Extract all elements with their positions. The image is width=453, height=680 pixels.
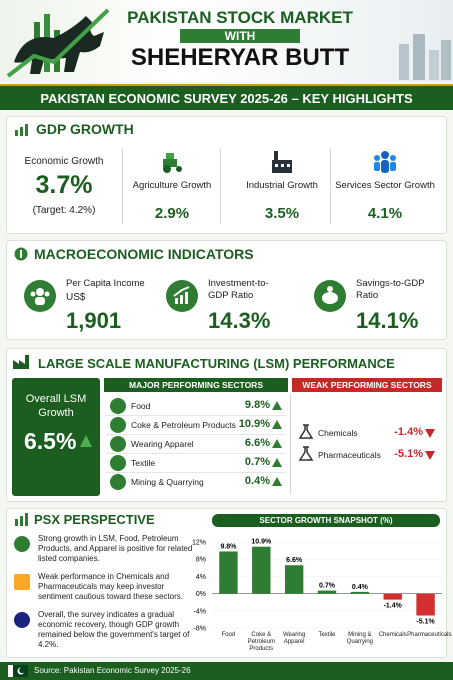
down-arrow (425, 429, 435, 438)
section-title: LARGE SCALE MANUFACTURING (LSM) PERFORMA… (38, 356, 395, 371)
gdp-main-value: 3.7% (35, 171, 93, 199)
weak-header: WEAK PERFORMING SECTORS (292, 378, 442, 392)
up-arrow (272, 477, 282, 486)
x-tick-label: Mining & Quarrying (346, 632, 374, 645)
sector-icon (110, 398, 126, 414)
flag-icon (8, 665, 28, 677)
factory-icon (13, 355, 29, 369)
psx-point: Overall, the survey indicates a gradual … (38, 610, 190, 649)
sector-value: 9.8% (244, 399, 270, 411)
section-title: GDP GROWTH (36, 121, 134, 137)
x-tick-label: Food (221, 632, 236, 638)
row-line (106, 472, 286, 473)
header-with: WITH (180, 29, 300, 43)
gdp-value: 2.9% (154, 205, 190, 222)
macro-label: Investment-to-GDP Ratio (208, 278, 269, 301)
up-arrow (272, 458, 282, 467)
footer (0, 662, 453, 680)
weak-icon (298, 424, 314, 439)
x-tick-label: Wearing Apparel (283, 632, 306, 645)
sector-name: Chemicals (318, 428, 358, 438)
macro-label: Savings-to-GDP Ratio (356, 278, 425, 301)
banner: PAKISTAN ECONOMIC SURVEY 2025-26 – KEY H… (0, 84, 453, 110)
gdp-label: Services Sector Growth (335, 180, 435, 191)
source: Source: Pakistan Economic Survey 2025-26 (34, 666, 191, 675)
sector-name: Textile (131, 458, 156, 468)
macro-label: Per Capita Income (66, 278, 145, 289)
gdp-target: (Target: 4.2%) (32, 205, 96, 216)
x-tick-label: Textile (318, 632, 336, 638)
macro-icon (322, 286, 338, 304)
sector-name: Coke & Petroleum Products (131, 420, 236, 430)
sector-icon (163, 153, 182, 173)
gdp-card (6, 116, 447, 234)
skyline (399, 34, 451, 80)
up-arrow (80, 435, 92, 447)
psx-point: Strong growth in LSM, Food, Petroleum Pr… (38, 534, 193, 563)
gdp-label: Industrial Growth (246, 180, 318, 191)
lsm-overall-label: Overall LSM Growth (25, 393, 87, 419)
divider (122, 148, 123, 224)
macro-icon (173, 286, 190, 304)
bars-icon (15, 513, 28, 526)
header: PAKISTAN STOCK MARKET WITH SHEHERYAR BUT… (0, 0, 453, 82)
sector-value: -5.1% (394, 448, 423, 460)
bullet-icon (14, 612, 30, 628)
macro-unit: US$ (66, 292, 86, 303)
chart-title: SECTOR GROWTH SNAPSHOT (%) (212, 514, 440, 527)
macro-value: 1,901 (66, 308, 122, 333)
up-arrow (272, 401, 282, 410)
up-arrow (272, 439, 282, 448)
gdp-value: 3.5% (264, 205, 300, 222)
sector-icon (110, 474, 126, 490)
x-tick-label: Coke & Petroleum Products (247, 632, 275, 652)
header-name: SHEHERYAR BUTT (130, 44, 350, 71)
divider (290, 394, 291, 494)
psx-point: Weak performance in Chemicals and Pharma… (38, 572, 183, 601)
lsm-overall-value: 6.5% (24, 428, 77, 454)
sector-value: 0.7% (244, 456, 270, 468)
sector-icon (374, 151, 396, 173)
sector-value: 10.9% (238, 418, 270, 430)
header-title: PAKISTAN STOCK MARKET (127, 8, 353, 27)
sector-value: 6.6% (244, 437, 270, 449)
sector-name: Mining & Quarrying (131, 477, 204, 487)
macro-icon (30, 288, 50, 305)
bullet-icon (14, 536, 30, 552)
sector-icon (110, 417, 126, 433)
macro-value: 14.1% (356, 308, 419, 333)
sector-icon (110, 436, 126, 452)
x-tick-label: Chemicals (378, 632, 407, 638)
money-icon (14, 247, 28, 261)
bullet-icon (14, 574, 30, 590)
sector-value: -1.4% (394, 426, 423, 438)
sector-icon (110, 455, 126, 471)
macro-value: 14.3% (208, 308, 271, 333)
down-arrow (425, 451, 435, 460)
sector-name: Pharmaceuticals (318, 450, 381, 460)
up-arrow (272, 420, 282, 429)
sector-name: Wearing Apparel (131, 439, 194, 449)
section-title: MACROECONOMIC INDICATORS (34, 246, 254, 262)
gdp-main-label: Economic Growth (24, 156, 104, 167)
section-title: PSX PERSPECTIVE (34, 512, 155, 527)
macro-card (6, 240, 447, 340)
row-line (106, 434, 286, 435)
x-tick-label: Pharmaceuticals (407, 632, 452, 638)
divider (330, 148, 331, 224)
bull-logo (6, 8, 110, 78)
gdp-label: Agriculture Growth (132, 180, 212, 191)
weak-icon (298, 446, 314, 461)
sector-value: 0.4% (244, 475, 270, 487)
divider (220, 148, 221, 224)
row-line (106, 453, 286, 454)
chart-icon (15, 124, 28, 136)
row-line (106, 415, 286, 416)
sector-name: Food (131, 401, 151, 411)
major-header: MAJOR PERFORMING SECTORS (104, 378, 288, 392)
sector-icon (272, 151, 292, 173)
gdp-value: 4.1% (367, 205, 403, 222)
